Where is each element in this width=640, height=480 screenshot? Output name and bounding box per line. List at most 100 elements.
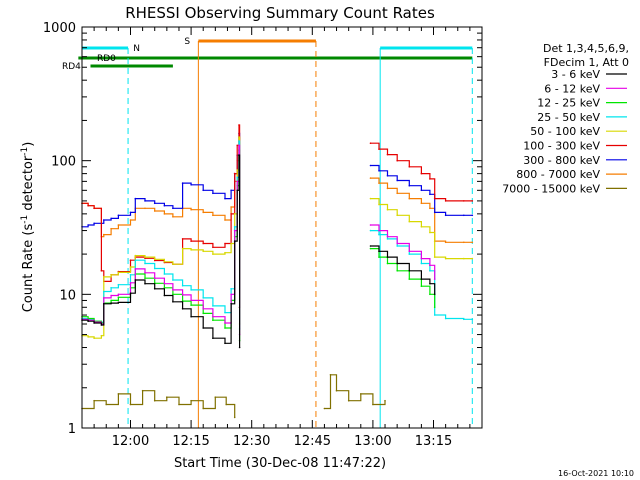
data-point-0-25: [386, 256, 389, 258]
y-tick-label: 1: [68, 422, 76, 437]
y-tick-label: 100: [51, 155, 76, 170]
data-point-2-15: [202, 312, 204, 315]
series-line-3-6-kev: [82, 154, 436, 348]
data-point-7-14: [190, 208, 192, 211]
data-point-7-7: [129, 219, 132, 221]
data-point-1-12: [172, 289, 174, 291]
data-point-7-6: [117, 224, 120, 226]
data-point-2-6: [117, 296, 120, 299]
data-point-4-21: [238, 136, 240, 138]
data-point-3-23: [369, 229, 372, 232]
data-point-1-11: [163, 282, 166, 285]
series-line-25-50-kev: [82, 140, 473, 329]
legend-header-line-1: Det 1,3,4,5,6,9,: [543, 42, 629, 55]
data-point-6-28: [420, 189, 423, 192]
data-point-3-25: [386, 238, 389, 240]
data-point-6-13: [181, 182, 184, 184]
data-point-0-12: [172, 301, 174, 303]
data-point-1-19: [233, 229, 236, 232]
data-point-5-2: [93, 207, 95, 210]
data-point-0-20: [236, 189, 238, 192]
data-point-3-13: [181, 284, 184, 287]
data-point-8-10: [202, 407, 204, 410]
data-point-6-33: [471, 214, 474, 217]
data-point-6-32: [463, 214, 465, 217]
data-point-4-16: [212, 253, 214, 255]
data-point-3-17: [224, 311, 226, 314]
data-point-4-9: [144, 256, 146, 258]
y-label-main: Count Rate (s: [21, 224, 36, 313]
data-point-0-9: [144, 282, 146, 285]
data-point-1-9: [144, 272, 146, 274]
data-point-1-7: [129, 282, 132, 284]
data-point-3-16: [212, 305, 214, 307]
data-point-2-26: [396, 270, 399, 272]
flag-label-rd4: RD4: [62, 62, 81, 72]
data-point-1-5: [110, 294, 112, 297]
data-point-7-23: [369, 177, 372, 179]
data-point-8-8: [178, 403, 180, 406]
data-point-1-25: [386, 235, 389, 238]
data-point-7-31: [444, 241, 447, 244]
data-point-7-27: [408, 197, 411, 200]
data-point-4-11: [163, 261, 166, 263]
data-point-8-2: [105, 403, 107, 406]
data-point-7-26: [396, 192, 399, 195]
data-point-0-26: [396, 262, 399, 265]
data-point-4-5: [110, 274, 112, 276]
data-point-8-3: [117, 393, 120, 395]
data-point-1-26: [396, 242, 399, 245]
data-point-0-7: [129, 292, 132, 295]
data-point-4-1: [87, 336, 89, 338]
data-point-7-33: [471, 241, 474, 244]
data-point-0-17: [224, 342, 226, 345]
data-point-7-25: [386, 187, 389, 190]
data-point-7-17: [224, 219, 226, 221]
series-line-12-25-kev: [82, 149, 436, 341]
data-point-4-3: [100, 334, 103, 337]
data-point-2-29: [429, 293, 431, 296]
data-point-2-30: [433, 306, 436, 309]
y-label-sup1: -1: [20, 215, 30, 224]
legend-entry-label: 50 - 100 keV: [530, 125, 600, 138]
data-point-8-16: [335, 389, 338, 392]
data-point-3-18: [230, 288, 232, 290]
data-point-2-28: [420, 285, 423, 288]
data-point-3-6: [117, 283, 120, 286]
legend-entry-label: 6 - 12 keV: [544, 82, 600, 95]
data-point-0-5: [110, 302, 112, 304]
data-point-3-5: [110, 287, 112, 289]
data-point-1-15: [202, 308, 204, 310]
y-label-end: ): [21, 142, 36, 147]
data-point-4-2: [93, 337, 95, 340]
data-point-6-4: [103, 219, 105, 221]
data-point-4-30: [433, 256, 436, 258]
data-point-7-10: [153, 210, 156, 212]
data-point-2-27: [408, 278, 411, 280]
data-point-1-8: [134, 268, 137, 270]
data-point-3-28: [420, 262, 423, 265]
data-point-6-24: [378, 170, 380, 172]
series-line-300-800-kev: [82, 132, 473, 308]
data-point-4-24: [378, 203, 380, 206]
data-point-3-19: [233, 226, 236, 228]
data-point-4-8: [134, 254, 137, 257]
data-point-0-30: [433, 293, 436, 296]
data-point-1-29: [429, 264, 431, 267]
data-point-0-23: [369, 245, 372, 247]
flag-label-s: S: [184, 37, 190, 47]
legend-entry-label: 25 - 50 keV: [537, 111, 600, 124]
data-point-2-14: [190, 304, 192, 306]
data-point-1-4: [103, 297, 105, 299]
data-point-8-18: [360, 393, 362, 395]
data-point-5-30: [433, 197, 436, 200]
data-point-1-27: [408, 250, 411, 253]
data-point-6-9: [144, 200, 146, 202]
data-point-8-12: [225, 403, 227, 406]
data-point-2-9: [144, 277, 146, 280]
data-point-2-16: [212, 319, 214, 322]
data-point-6-5: [110, 217, 112, 220]
data-point-8-4: [129, 403, 132, 406]
data-point-3-12: [172, 279, 174, 281]
data-point-6-17: [224, 197, 226, 200]
